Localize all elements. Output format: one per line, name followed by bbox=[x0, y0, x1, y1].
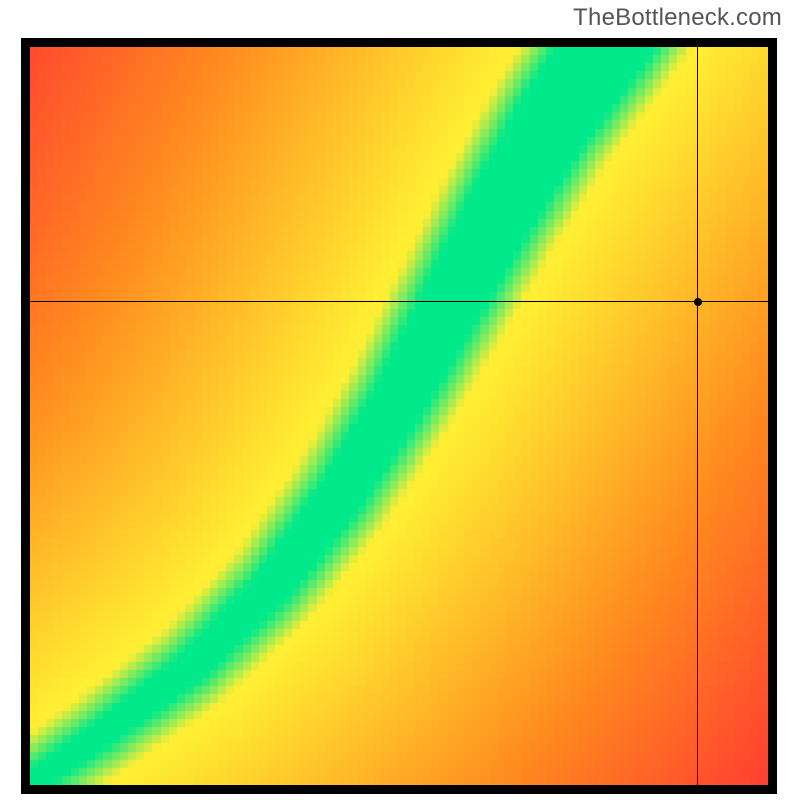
root-container: TheBottleneck.com bbox=[0, 0, 800, 800]
crosshair-horizontal bbox=[30, 301, 768, 302]
heatmap-canvas bbox=[30, 47, 768, 785]
watermark-text: TheBottleneck.com bbox=[573, 4, 782, 32]
chart-frame bbox=[21, 38, 777, 794]
crosshair-dot bbox=[694, 298, 702, 306]
plot-area bbox=[30, 47, 768, 785]
crosshair-vertical bbox=[697, 47, 698, 785]
